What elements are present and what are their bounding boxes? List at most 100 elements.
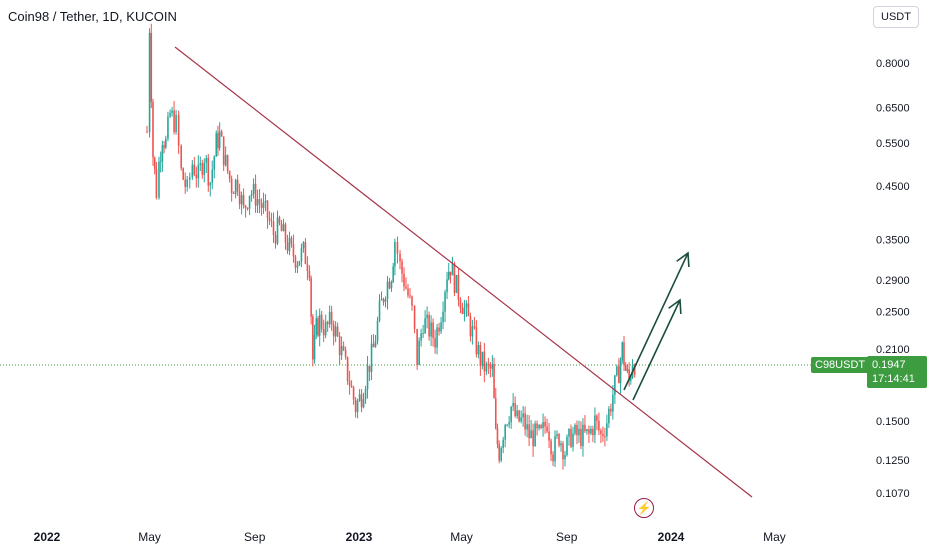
candle-body [394,241,396,267]
candle-body [618,366,620,384]
candle-body [388,281,391,289]
candle-body [422,333,424,334]
candle-body [294,256,297,268]
candle-body [463,307,466,314]
candle-body [207,157,210,186]
candle-body [530,430,532,439]
candle-body [568,429,570,437]
candle-body [270,220,273,222]
candle-body [193,164,196,175]
candle-body [604,436,606,437]
candle-body [374,341,377,348]
candle-body [444,292,446,312]
candle-body [256,199,259,206]
candle-body [542,421,544,428]
candle-body [588,429,590,434]
y-tick-label-3: 0.4500 [876,181,910,193]
candle-body [494,398,497,429]
candle-body [332,324,335,337]
candle-body [186,179,188,187]
lightning-icon[interactable]: ⚡ [634,498,654,518]
candle-body [274,235,277,244]
candle-body [344,350,347,358]
candle-body [242,195,245,206]
candle-body [386,281,389,300]
candle-body [548,431,550,441]
candle-body [302,242,305,249]
candle-body [536,423,538,429]
candle-body [384,299,387,303]
candle-body [512,403,514,407]
candle-body [264,200,267,203]
y-tick-label-1: 0.6500 [876,102,910,114]
candle-body [211,169,214,183]
candle-body [550,440,552,455]
candle-body [258,199,261,204]
x-tick-label-2: Sep [244,530,266,544]
candle-body [428,314,430,337]
candle-body [602,433,604,437]
candle-body [161,145,164,162]
candle-body [399,253,401,262]
candle-body [528,424,530,439]
candle-body [614,375,616,395]
candle-body [313,334,316,360]
candle-body [246,208,249,209]
candle-body [150,32,153,102]
candle-body [362,399,365,408]
candle-body [356,400,359,412]
candle-body [430,322,432,337]
arrow-upper-shaft [623,252,689,391]
candle-body [424,318,426,334]
x-tick-label-4: May [450,530,473,544]
candle-body [169,112,171,117]
candle-body [358,394,361,401]
candle-body [578,428,580,436]
candle-body [197,164,200,179]
y-tick-label-10: 0.1070 [876,488,910,500]
candle-body [315,318,318,335]
candle-body [606,423,608,437]
y-tick-label-4: 0.3500 [876,235,910,247]
projection-arrows[interactable] [623,251,690,401]
candle-body [330,311,333,325]
candle-body [248,195,251,209]
candle-body [346,357,349,381]
candle-body [405,286,407,289]
candle-body [312,316,314,360]
last-price-tag: 0.1947 17:14:41 [867,356,927,388]
y-tick-label-9: 0.1250 [876,455,910,467]
candle-body [510,406,512,423]
candle-body [188,177,191,180]
candle-body [155,168,158,198]
trendline[interactable] [174,46,753,498]
candle-body [592,428,594,436]
candle-body [238,191,241,205]
candle-body [390,281,393,289]
price-axis[interactable]: 0.8000 0.6500 0.5500 0.4500 0.3500 0.2900 0.25… [876,58,910,500]
candle-body [280,223,283,232]
candle-body [479,345,482,366]
candle-body [409,295,411,297]
candle-body [306,263,309,271]
candle-body [304,242,307,264]
candle-body [572,433,574,447]
candle-body [633,365,636,375]
y-tick-label-7: 0.2100 [876,344,910,356]
time-axis[interactable]: 2022 May Sep 2023 May Sep 2024 May [34,530,786,544]
candle-body [516,410,518,417]
candle-body [167,116,169,139]
candle-body [350,385,353,388]
candle-body [228,171,231,179]
candle-body [475,327,478,355]
currency-button[interactable]: USDT [873,6,919,28]
candle-body [320,314,323,330]
candle-body [191,164,194,178]
x-tick-label-0: 2022 [34,530,61,544]
candle-body [436,327,438,348]
candle-body [226,155,229,172]
candle-body [213,156,216,170]
candle-body [446,279,448,293]
